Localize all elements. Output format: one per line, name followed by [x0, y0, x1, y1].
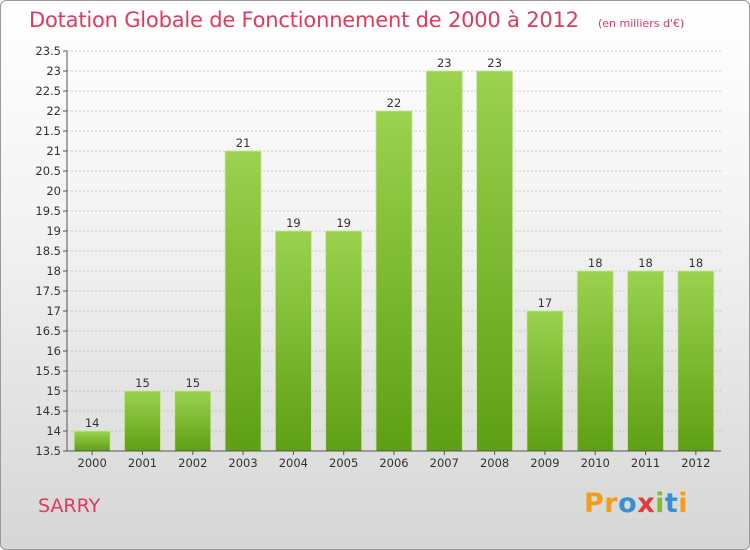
y-tick-label: 23.5: [35, 44, 61, 58]
y-tick-label: 16: [46, 344, 61, 358]
chart-subtitle: (en milliers d'€): [597, 17, 685, 30]
y-tick-label: 18.5: [35, 244, 61, 258]
axis-layer: 13.5 14 14.5 15 15.5 16 16.5 17 17.5 18 18.5 19 19.5…: [35, 44, 721, 470]
bar: [124, 390, 161, 452]
data-label: 18: [638, 256, 653, 270]
y-tick-label: 23: [46, 64, 61, 78]
y-tick-label: 22: [46, 104, 61, 118]
x-tick-label: 2007: [430, 456, 459, 470]
bar: [476, 70, 514, 452]
y-tick-label: 17.5: [35, 284, 61, 298]
data-label: 19: [336, 216, 351, 230]
bar: [576, 270, 614, 452]
logo-letter: x: [637, 488, 656, 519]
y-tick-label: 18: [46, 264, 61, 278]
bar: [174, 390, 212, 452]
proxiti-logo: Proxiti: [584, 488, 688, 519]
y-tick-label: 15: [46, 384, 61, 398]
y-tick-label: 15.5: [35, 364, 61, 378]
x-tick-label: 2004: [279, 456, 308, 470]
bar: [325, 230, 363, 452]
bar: [73, 430, 111, 452]
x-tick-label: 2006: [379, 456, 408, 470]
y-tick-label: 16.5: [35, 324, 61, 338]
y-tick-label: 21: [46, 144, 61, 158]
x-tick-label: 2012: [681, 456, 710, 470]
x-tick-label: 2005: [329, 456, 358, 470]
data-label: 15: [185, 376, 200, 390]
data-label: 23: [487, 56, 502, 70]
x-tick-label: 2008: [480, 456, 509, 470]
commune-name: SARRY: [38, 495, 101, 517]
data-label: 21: [236, 136, 251, 150]
chart-title: Dotation Globale de Fonctionnement de 20…: [29, 8, 579, 32]
x-tick-label: 2001: [128, 456, 157, 470]
y-tick-label: 19.5: [35, 204, 61, 218]
x-tick-label: 2003: [228, 456, 257, 470]
data-label: 18: [588, 256, 603, 270]
data-label: 23: [437, 56, 452, 70]
x-tick-label: 2009: [530, 456, 559, 470]
logo-letter: i: [678, 488, 689, 519]
y-tick-label: 13.5: [35, 444, 61, 458]
data-label: 14: [85, 416, 100, 430]
logo-letter: t: [664, 488, 679, 519]
bar-layer: 14 15 15 21 19 19 22 23 23 17 18 18 18: [73, 56, 715, 452]
bar: [224, 150, 262, 452]
data-label: 22: [387, 96, 402, 110]
y-tick-label: 20.5: [35, 164, 61, 178]
bar: [375, 110, 413, 452]
bar: [274, 230, 312, 452]
bar: [677, 270, 715, 452]
bar: [526, 310, 564, 452]
data-label: 19: [286, 216, 301, 230]
logo-letter: i: [655, 488, 665, 519]
logo-letter: o: [618, 488, 638, 519]
logo-letter: r: [604, 488, 619, 519]
y-tick-label: 21.5: [35, 124, 61, 138]
x-tick-label: 2000: [78, 456, 107, 470]
x-tick-label: 2002: [178, 456, 207, 470]
data-label: 18: [689, 256, 704, 270]
data-label: 15: [135, 376, 150, 390]
y-tick-label: 20: [46, 184, 61, 198]
y-tick-label: 14.5: [35, 404, 61, 418]
y-tick-label: 19: [46, 224, 61, 238]
y-tick-label: 22.5: [35, 84, 61, 98]
y-tick-label: 17: [46, 304, 61, 318]
y-tick-label: 14: [46, 424, 61, 438]
logo-letter: P: [584, 488, 605, 519]
bar: [627, 270, 664, 452]
bar: [425, 70, 463, 452]
title-row: Dotation Globale de Fonctionnement de 20…: [29, 8, 684, 32]
data-label: 17: [538, 296, 553, 310]
x-tick-label: 2010: [581, 456, 610, 470]
x-tick-label: 2011: [631, 456, 660, 470]
